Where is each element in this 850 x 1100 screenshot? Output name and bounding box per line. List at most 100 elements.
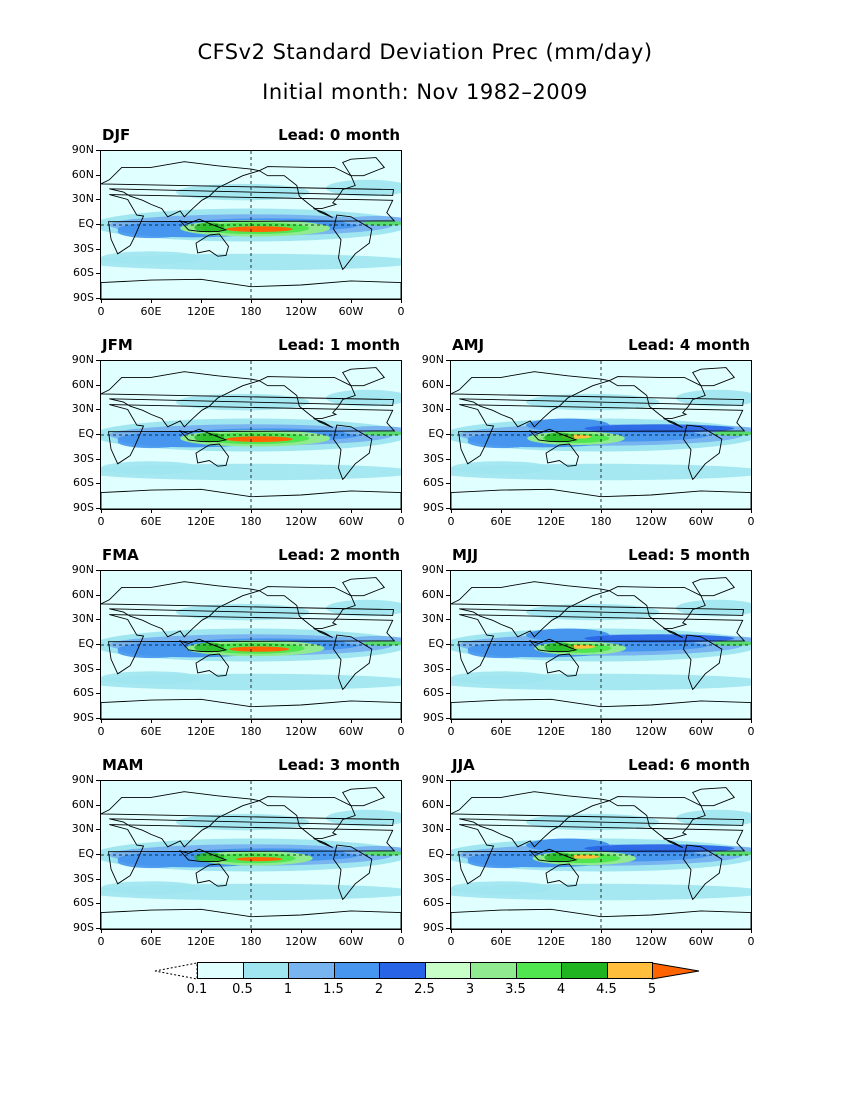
lon-tick-label: 0 — [397, 305, 405, 318]
coastline-australia — [195, 653, 229, 677]
coastline-africa — [457, 614, 746, 675]
lon-tick-label: 120E — [187, 305, 215, 318]
lon-tick — [550, 509, 552, 513]
lon-tick-label: 60E — [140, 935, 162, 948]
lat-tick — [446, 903, 450, 905]
coastline-europe-asia — [451, 581, 745, 638]
lat-tick — [446, 829, 450, 831]
colorbar-swatch — [561, 962, 608, 979]
colorbar-swatch — [470, 962, 517, 979]
lon-tick — [350, 509, 352, 513]
colorbar-label: 4 — [556, 982, 566, 997]
lon-tick — [150, 299, 152, 303]
lon-tick-label: 120W — [285, 725, 317, 738]
lat-tick-label: 30S — [73, 241, 94, 255]
lon-tick — [100, 929, 102, 933]
precip-std-map — [450, 360, 752, 510]
lon-tick — [700, 509, 702, 513]
coastline-africa — [457, 824, 746, 885]
lat-tick — [96, 668, 100, 670]
panel-season-label: AMJ — [452, 336, 485, 354]
lon-tick-label: 120W — [635, 935, 667, 948]
coastline-greenland — [342, 577, 386, 597]
lat-tick-label: 30N — [71, 402, 94, 416]
coastline-south-america — [683, 844, 723, 901]
lon-tick — [550, 719, 552, 723]
lat-tick — [446, 804, 450, 806]
lon-tick-label: 60W — [338, 305, 364, 318]
lon-tick-label: 180 — [240, 935, 262, 948]
lon-tick-label: 0 — [397, 515, 405, 528]
precip-std-map — [450, 570, 752, 720]
coastline-indonesia — [528, 638, 578, 653]
lon-tick-label: 120E — [537, 515, 565, 528]
lon-tick — [450, 929, 452, 933]
lat-tick — [446, 458, 450, 460]
lat-tick — [96, 483, 100, 485]
lat-tick — [96, 150, 100, 151]
lat-tick-label: 60S — [73, 266, 94, 280]
lon-tick-label: 120E — [187, 515, 215, 528]
lat-tick — [446, 570, 450, 571]
lon-tick — [300, 929, 302, 933]
lat-tick — [96, 878, 100, 880]
lat-tick — [446, 854, 450, 855]
lon-tick — [200, 929, 202, 933]
lat-tick — [96, 508, 100, 509]
lat-tick — [96, 174, 100, 176]
lat-tick — [446, 878, 450, 880]
lat-tick-label: 30S — [73, 871, 94, 885]
continent-outlines — [451, 577, 751, 719]
lon-tick-label: 60E — [140, 515, 162, 528]
map-panel-jja: JJA Lead: 6 month 90N 60N 30N EQ 30S 60S 90S 0 60E… — [422, 756, 755, 960]
lon-tick — [300, 509, 302, 513]
lat-tick — [96, 199, 100, 201]
coastline-north-america — [258, 376, 356, 429]
colorbar-legend: 0.1 0.5 1 1.5 2 2.5 3 3.5 4 4.5 5 — [150, 962, 710, 1002]
lon-tick — [250, 719, 252, 723]
coastline-indonesia — [178, 848, 228, 863]
lon-tick-label: 60W — [338, 725, 364, 738]
lat-tick-label: 60N — [71, 587, 94, 601]
continent-outlines — [101, 157, 401, 299]
coastline-europe-asia — [451, 791, 745, 848]
coastline-antarctica — [451, 698, 751, 719]
lon-tick-label: 60W — [338, 515, 364, 528]
colorbar-swatch — [288, 962, 335, 979]
continent-outlines — [101, 577, 401, 719]
lat-tick-label: EQ — [78, 427, 94, 440]
lon-tick-label: 60E — [490, 935, 512, 948]
lat-tick — [446, 668, 450, 670]
colorbar-label: 5 — [647, 982, 657, 997]
panel-season-label: MJJ — [452, 546, 479, 564]
figure-subtitle: Initial month: Nov 1982–2009 — [262, 80, 588, 104]
colorbar-label: 0.5 — [232, 982, 253, 997]
panel-season-label: MAM — [102, 756, 144, 774]
panel-season-label: DJF — [102, 126, 131, 144]
lat-tick-label: 90N — [421, 563, 444, 576]
map-panel-mam: MAM Lead: 3 month 90N 60N 30N EQ 30S 60S 90S 0 60E… — [72, 756, 405, 960]
coastline-africa — [457, 404, 746, 465]
lat-tick-label: 90N — [71, 563, 94, 576]
lat-tick-label: 90N — [71, 353, 94, 366]
lon-tick-label: 60E — [490, 515, 512, 528]
lon-tick — [200, 299, 202, 303]
lon-tick — [150, 719, 152, 723]
lon-tick-label: 180 — [590, 515, 612, 528]
lat-tick-label: 60N — [421, 587, 444, 601]
lat-tick-label: 30N — [71, 822, 94, 836]
lon-tick-label: 0 — [397, 935, 405, 948]
lat-tick-label: 60N — [71, 167, 94, 181]
lon-tick — [100, 719, 102, 723]
coastline-greenland — [692, 787, 736, 807]
panel-lead-label: Lead: 2 month — [278, 546, 400, 564]
coastline-south-america — [333, 634, 373, 691]
lat-tick — [446, 718, 450, 719]
lon-tick-label: 60E — [140, 725, 162, 738]
lon-tick — [450, 509, 452, 513]
lat-tick — [96, 273, 100, 275]
lat-tick — [96, 619, 100, 621]
continent-outlines — [451, 367, 751, 509]
lon-tick-label: 0 — [97, 515, 105, 528]
lon-tick — [300, 719, 302, 723]
